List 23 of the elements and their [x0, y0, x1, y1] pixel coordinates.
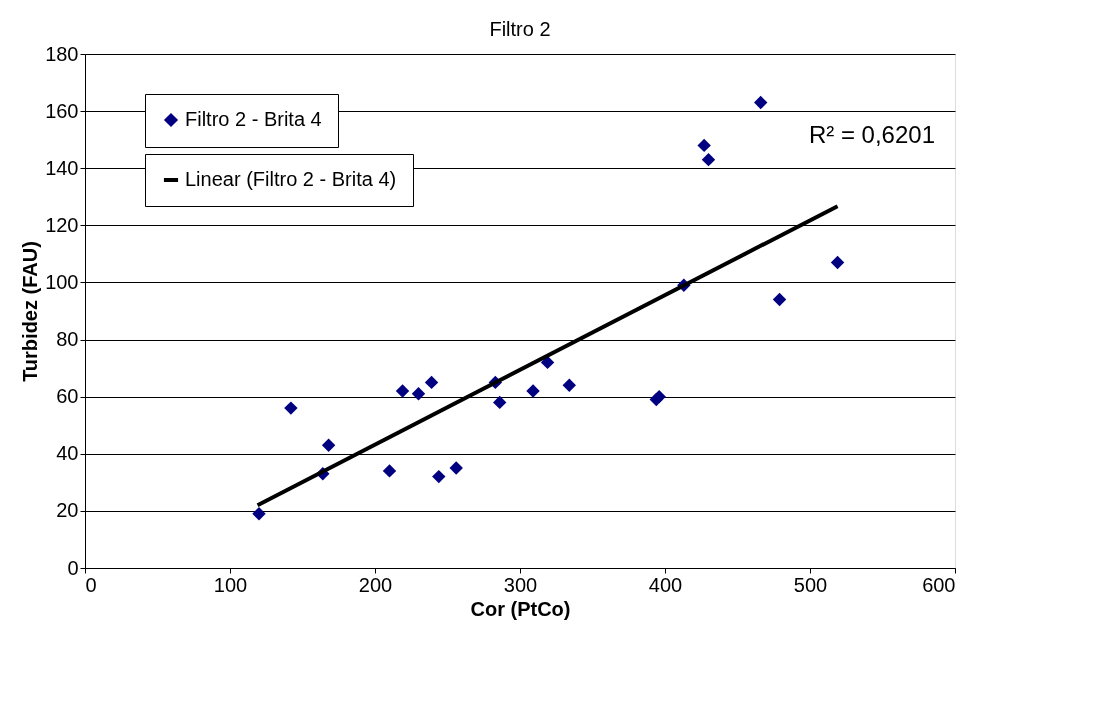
y-tick-label: 80 [56, 328, 79, 351]
legend-label: Filtro 2 - Brita 4 [185, 108, 322, 130]
x-tick-label: 500 [793, 573, 828, 596]
x-axis-title: Cor (PtCo) [470, 597, 571, 620]
chart-title: Filtro 2 [489, 18, 551, 40]
y-tick-label: 0 [67, 556, 79, 579]
y-tick-label: 60 [56, 385, 79, 408]
x-tick-label: 300 [503, 573, 538, 596]
x-tick-label: 0 [85, 573, 97, 596]
y-axis-title: Turbidez (FAU) [19, 241, 42, 382]
y-tick-label: 20 [56, 499, 79, 522]
y-tick-label: 100 [45, 270, 79, 293]
y-tick-label: 40 [56, 442, 79, 465]
annotation: R² = 0,6201 [808, 121, 935, 148]
y-tick-label: 120 [45, 213, 79, 236]
y-tick-label: 180 [45, 42, 79, 65]
y-tick-label: 140 [45, 156, 79, 179]
x-tick-label: 200 [358, 573, 393, 596]
x-tick-label: 600 [922, 573, 956, 596]
legend-label: Linear (Filtro 2 - Brita 4) [185, 168, 397, 190]
y-tick-label: 160 [45, 99, 79, 122]
x-tick-label: 400 [648, 573, 683, 596]
x-tick-label: 100 [213, 573, 248, 596]
